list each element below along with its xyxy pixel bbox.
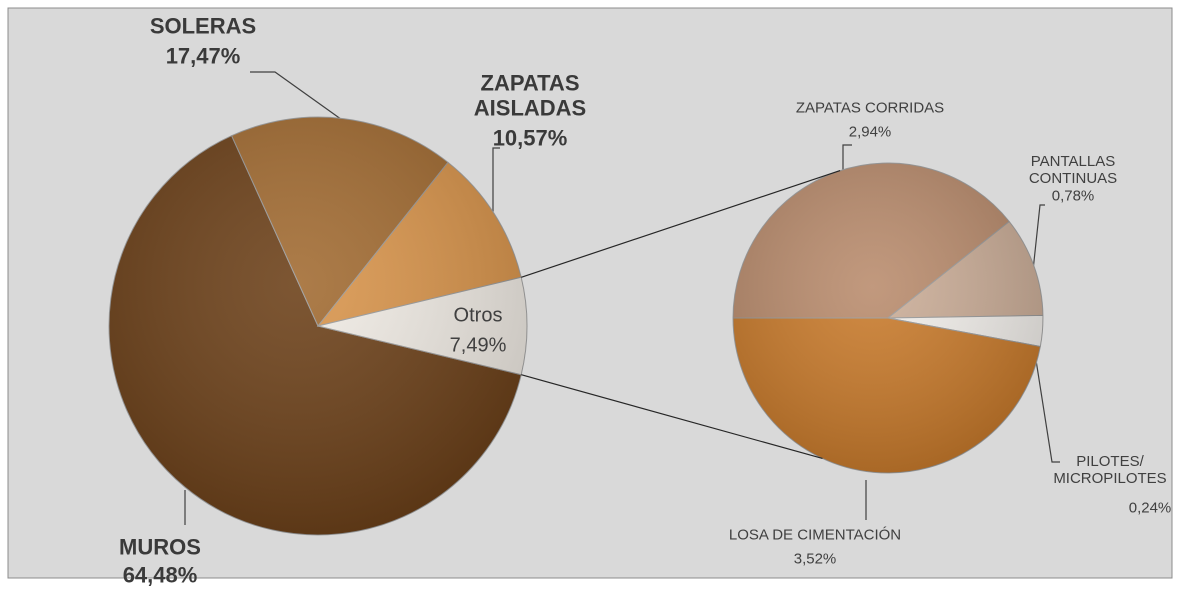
data-label: 10,57% (492, 125, 568, 151)
data-label: 7,49% (449, 334, 507, 357)
connector-line (521, 170, 841, 278)
data-label: LOSA DE CIMENTACIÓN (728, 526, 902, 544)
data-label: 2,94% (848, 123, 892, 141)
data-label: 0,24% (1128, 499, 1172, 517)
data-label: MUROS (119, 534, 201, 560)
data-label: 3,52% (793, 550, 837, 568)
data-label: 17,47% (165, 43, 241, 69)
data-label: 64,48% (122, 562, 198, 588)
data-label: PANTALLAS CONTINUAS (1028, 152, 1118, 187)
data-label: Otros (453, 304, 503, 327)
connector-line (521, 374, 823, 460)
data-label: 0,78% (1051, 187, 1095, 205)
data-label: ZAPATAS AISLADAS (473, 70, 587, 121)
data-label: SOLERAS (149, 13, 257, 39)
data-label: ZAPATAS CORRIDAS (795, 99, 945, 117)
data-label: PILOTES/ MICROPILOTES (1053, 452, 1167, 487)
leader-line (250, 71, 346, 123)
